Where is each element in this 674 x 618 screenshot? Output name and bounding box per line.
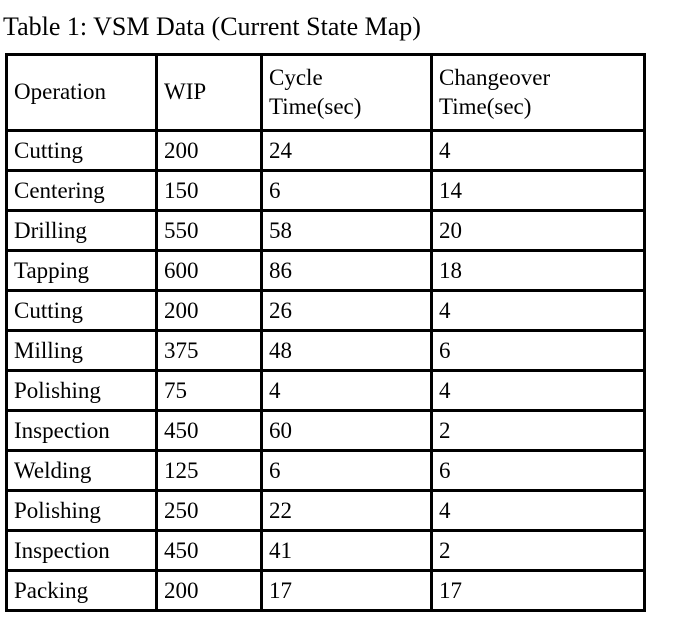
cell-cycle-time: 24 [260,129,433,172]
header-changeover-time-line1: Changeover [439,64,551,90]
table-title: Table 1: VSM Data (Current State Map) [3,12,421,41]
cell-wip: 75 [155,369,263,412]
cell-cycle-time: 6 [260,449,433,492]
table-row: Inspection 450 60 2 [5,409,646,452]
cell-operation: Cutting [5,289,158,332]
cell-wip: 200 [155,129,263,172]
header-cycle-time-line2: Time(sec) [269,93,362,119]
cell-operation: Packing [5,569,158,612]
header-changeover-time-line2: Time(sec) [439,93,532,119]
cell-cycle-time: 60 [260,409,433,452]
cell-wip: 600 [155,249,263,292]
cell-operation: Milling [5,329,158,372]
table-row: Welding 125 6 6 [5,449,646,492]
cell-operation: Welding [5,449,158,492]
cell-operation: Inspection [5,529,158,572]
cell-operation: Drilling [5,209,158,252]
cell-operation: Cutting [5,129,158,172]
cell-cycle-time: 22 [260,489,433,532]
cell-cycle-time: 6 [260,169,433,212]
cell-changeover-time: 4 [430,489,646,532]
cell-cycle-time: 41 [260,529,433,572]
cell-wip: 550 [155,209,263,252]
table-row: Milling 375 48 6 [5,329,646,372]
header-operation-label: Operation [14,79,106,105]
cell-operation: Tapping [5,249,158,292]
header-wip-label: WIP [164,79,207,105]
cell-cycle-time: 48 [260,329,433,372]
cell-cycle-time: 58 [260,209,433,252]
header-operation: Operation [5,53,158,132]
table-header: Operation WIP Cycle Time(sec) Changeover… [5,53,646,132]
cell-cycle-time: 86 [260,249,433,292]
table-body: Cutting 200 24 4 Centering 150 6 14 Dril… [5,129,646,612]
cell-wip: 200 [155,569,263,612]
header-wip: WIP [155,53,263,132]
cell-wip: 450 [155,409,263,452]
cell-wip: 125 [155,449,263,492]
header-cycle-time-line1: Cycle [269,64,323,90]
table-row: Polishing 250 22 4 [5,489,646,532]
cell-changeover-time: 14 [430,169,646,212]
cell-changeover-time: 6 [430,449,646,492]
table-row: Cutting 200 24 4 [5,129,646,172]
header-changeover-time: Changeover Time(sec) [430,53,646,132]
cell-changeover-time: 2 [430,409,646,452]
cell-changeover-time: 17 [430,569,646,612]
header-row: Operation WIP Cycle Time(sec) Changeover… [5,53,646,132]
table-row: Centering 150 6 14 [5,169,646,212]
cell-operation: Inspection [5,409,158,452]
table-row: Inspection 450 41 2 [5,529,646,572]
header-cycle-time: Cycle Time(sec) [260,53,433,132]
cell-cycle-time: 4 [260,369,433,412]
table-row: Drilling 550 58 20 [5,209,646,252]
cell-changeover-time: 6 [430,329,646,372]
cell-changeover-time: 4 [430,289,646,332]
table-row: Packing 200 17 17 [5,569,646,612]
cell-changeover-time: 20 [430,209,646,252]
cell-wip: 450 [155,529,263,572]
table-row: Polishing 75 4 4 [5,369,646,412]
cell-wip: 250 [155,489,263,532]
cell-operation: Polishing [5,369,158,412]
cell-changeover-time: 2 [430,529,646,572]
cell-wip: 200 [155,289,263,332]
cell-cycle-time: 17 [260,569,433,612]
cell-operation: Polishing [5,489,158,532]
cell-changeover-time: 4 [430,369,646,412]
table-row: Tapping 600 86 18 [5,249,646,292]
cell-operation: Centering [5,169,158,212]
cell-changeover-time: 4 [430,129,646,172]
cell-cycle-time: 26 [260,289,433,332]
table-row: Cutting 200 26 4 [5,289,646,332]
cell-wip: 375 [155,329,263,372]
cell-changeover-time: 18 [430,249,646,292]
vsm-data-table: Operation WIP Cycle Time(sec) Changeover… [5,53,646,612]
cell-wip: 150 [155,169,263,212]
